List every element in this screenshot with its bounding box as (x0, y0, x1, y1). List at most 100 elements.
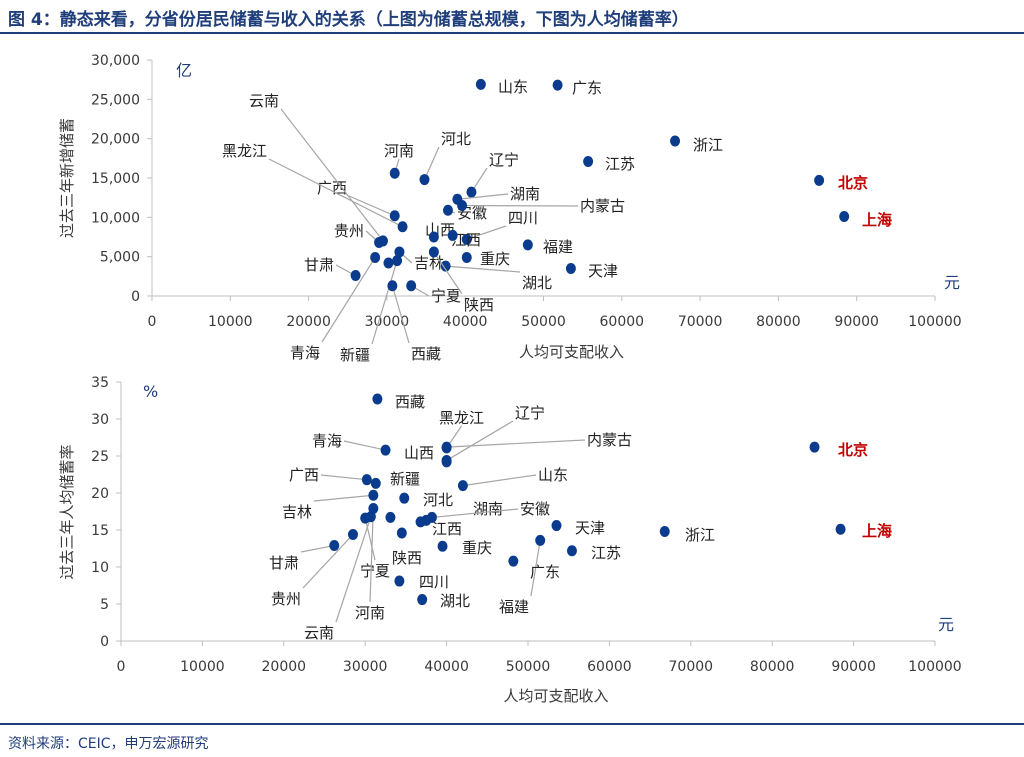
point-label: 青海 (312, 432, 342, 450)
point-label: 黑龙江 (439, 409, 484, 427)
data-point (374, 237, 385, 249)
data-point (461, 233, 472, 245)
data-point (329, 540, 340, 552)
point-label: 福建 (499, 598, 529, 616)
data-point (397, 221, 408, 233)
leader-line (321, 257, 376, 343)
data-point (461, 251, 472, 263)
point-label: 山西 (404, 444, 434, 462)
point-label: 江西 (432, 520, 462, 538)
data-point (440, 260, 451, 272)
data-point (428, 231, 439, 243)
chart-savings-rate: 0 10000 20000 30000 40000 50000 60000 70000 8000… (58, 375, 962, 705)
x-tick-label: 100000 (908, 314, 961, 330)
source-note: 资料来源：CEIC，申万宏源研究 (8, 736, 209, 752)
x-tick-label: 60000 (600, 314, 645, 330)
leader-line (391, 285, 410, 344)
point-label: 甘肃 (304, 256, 334, 274)
data-point (457, 480, 468, 492)
point-label: 山东 (498, 78, 528, 96)
data-point (394, 246, 405, 258)
data-point (389, 167, 400, 179)
figure-title: 图 4：静态来看，分省份居民储蓄与收入的关系（上图为储蓄总规模，下图为人均储蓄率… (8, 10, 689, 30)
x-unit-label: 元 (944, 273, 960, 292)
data-point (552, 79, 563, 91)
y-tick-label: 15 (91, 523, 109, 539)
leader-line (369, 508, 374, 603)
data-point (350, 270, 361, 282)
point-label: 吉林 (414, 254, 444, 272)
point-label: 四川 (419, 573, 449, 591)
data-point (396, 527, 407, 539)
x-tick-label: 10000 (208, 314, 253, 330)
y-tick-label: 10,000 (91, 210, 140, 226)
data-point (370, 477, 381, 489)
leader-line (280, 108, 384, 242)
y-tick-label: 35 (91, 375, 109, 391)
point-label: 辽宁 (515, 404, 545, 422)
point-label: 辽宁 (489, 151, 519, 169)
data-point (508, 555, 519, 567)
point-label: 北京 (838, 174, 868, 192)
data-point (583, 155, 594, 167)
leader-line (268, 158, 403, 228)
y-tick-label: 20 (91, 486, 109, 502)
source-rule (0, 723, 1024, 725)
point-label: 福建 (543, 238, 573, 256)
leader-line (446, 439, 586, 448)
data-point (361, 474, 372, 486)
point-label: 广西 (317, 179, 347, 197)
point-label: 重庆 (480, 250, 510, 268)
leader-line (348, 195, 395, 217)
point-label: 黑龙江 (222, 142, 267, 160)
leader-line (300, 544, 335, 553)
point-label: 江苏 (605, 155, 635, 173)
data-point (385, 511, 396, 523)
point-label: 湖北 (440, 592, 470, 610)
point-label: 内蒙古 (580, 197, 625, 215)
data-point (392, 255, 403, 267)
data-point (428, 246, 439, 258)
x-tick-label: 0 (117, 659, 126, 675)
leader-line (364, 518, 376, 561)
data-point (365, 511, 376, 523)
y-axis-title: 过去三年人均储蓄率 (58, 444, 76, 579)
x-tick-label: 40000 (443, 314, 488, 330)
point-label: 天津 (575, 519, 605, 537)
point-label: 贵州 (334, 222, 364, 240)
y-tick-label: 20,000 (91, 132, 140, 148)
x-tick-label: 50000 (521, 314, 566, 330)
x-tick-label: 10000 (180, 659, 225, 675)
point-label: 陕西 (392, 549, 422, 567)
leader-line (313, 494, 374, 502)
data-point (437, 540, 448, 552)
data-point (475, 78, 486, 90)
y-tick-label: 5,000 (100, 250, 140, 266)
y-tick-label: 5 (100, 597, 109, 613)
point-label: 新疆 (340, 346, 370, 364)
data-point (441, 456, 452, 468)
data-point (380, 444, 391, 456)
leader-line (530, 540, 541, 597)
data-point (447, 229, 458, 241)
leader-line (302, 534, 354, 589)
x-tick-label: 90000 (831, 659, 876, 675)
data-point (399, 492, 410, 504)
leader-line (462, 474, 537, 487)
y-unit-label: % (143, 382, 158, 401)
leader-line (457, 193, 509, 200)
data-point (809, 441, 820, 453)
y-tick-label: 30 (91, 412, 109, 428)
point-label: 西藏 (395, 393, 425, 411)
leader-line (371, 260, 398, 345)
data-point (406, 280, 417, 292)
y-axis-title: 过去三年新增储蓄 (58, 118, 76, 238)
point-label: 上海 (862, 522, 892, 540)
data-point (535, 534, 546, 546)
y-tick-label: 25,000 (91, 92, 140, 108)
leader-line (431, 508, 519, 519)
data-point (839, 211, 850, 223)
x-tick-label: 70000 (678, 314, 723, 330)
point-label: 甘肃 (269, 554, 299, 572)
data-point (522, 239, 533, 251)
